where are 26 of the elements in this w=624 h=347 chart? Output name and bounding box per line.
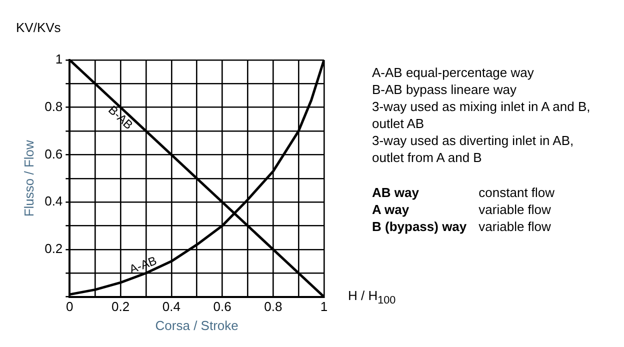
y-tick-label: 0.6: [44, 146, 63, 162]
y-tick-label: 0.4: [44, 194, 63, 209]
text: constant flow: [478, 184, 555, 201]
y-tick-label: 0.8: [44, 98, 63, 114]
y-tick-label: 0.2: [44, 241, 63, 256]
x-tick-label: 0.2: [112, 299, 130, 314]
x-tick-label: 0.8: [264, 299, 282, 314]
x-tick-label: 1: [320, 299, 328, 314]
text: A way: [372, 201, 410, 218]
text: A-AB equal-percentage way: [372, 64, 535, 81]
y-axis-title: Flusso / Flow: [21, 140, 36, 217]
x-tick-label: 0.4: [162, 299, 180, 314]
x-tick-label: 0.6: [213, 299, 232, 314]
text: B-AB bypass lineare way: [372, 81, 518, 98]
text: variable flow: [478, 201, 552, 218]
text: 3-way used as mixing inlet in A and B, outlet AB: [372, 98, 592, 132]
x-tick-label: 0: [66, 299, 74, 314]
text: AB way: [372, 184, 420, 201]
text: 3-way used as diverting inlet in AB, outlet from A and B: [372, 132, 575, 166]
text: variable flow: [478, 218, 552, 235]
y-tick-label: 1: [55, 52, 63, 67]
text: B (bypass) way: [372, 218, 467, 235]
text: H / H$_{100}$: [348, 288, 396, 307]
text: KV/KVs: [16, 20, 61, 35]
x-axis-title: Corsa / Stroke: [155, 318, 238, 333]
text: A-AB: [127, 254, 159, 276]
